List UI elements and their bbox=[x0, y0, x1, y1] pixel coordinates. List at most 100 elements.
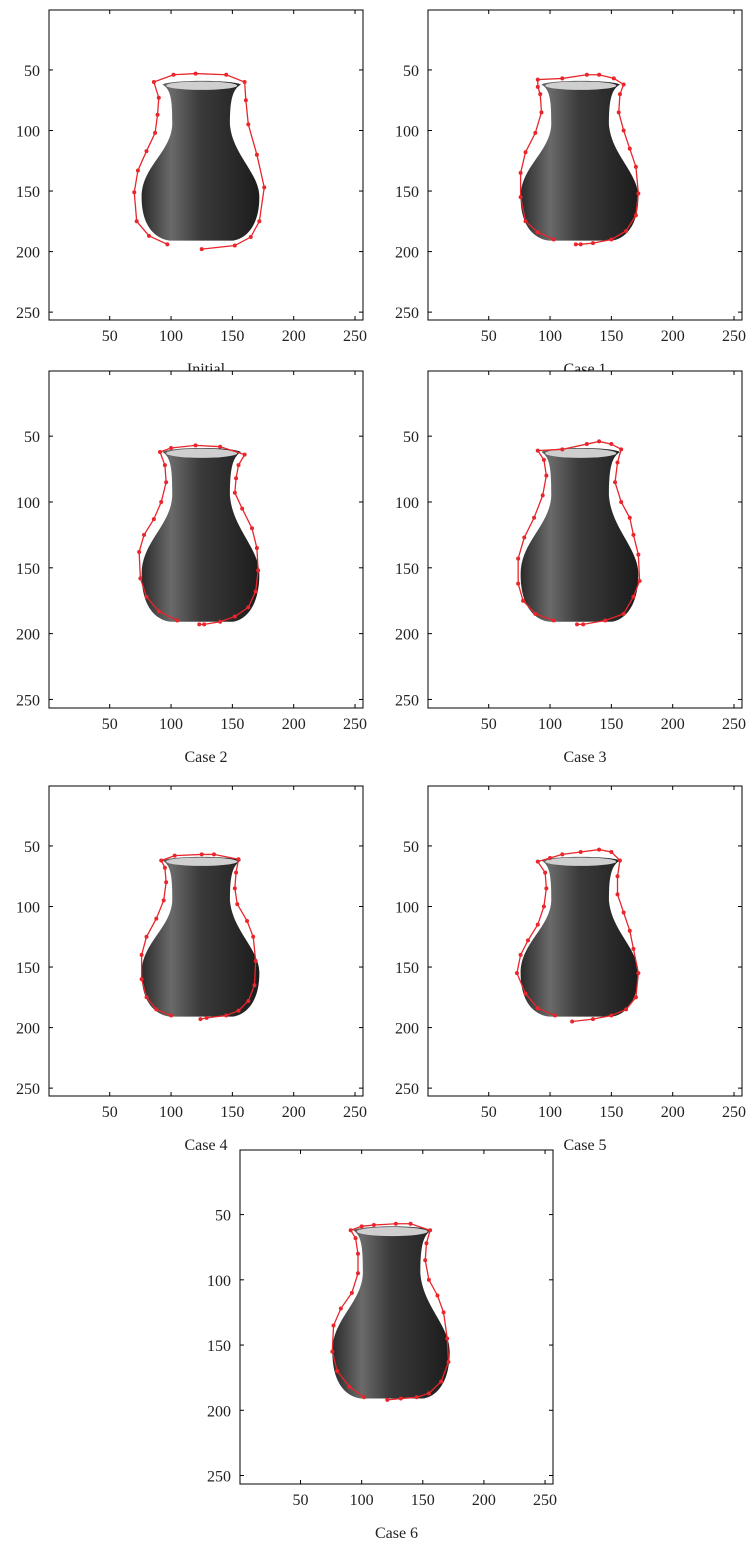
y-tick-label: 200 bbox=[395, 1021, 419, 1038]
y-tick-label: 250 bbox=[16, 692, 40, 709]
contour-point bbox=[202, 622, 207, 627]
vase-image bbox=[141, 448, 260, 622]
contour-point bbox=[543, 870, 548, 875]
contour-point bbox=[144, 149, 149, 154]
contour-point bbox=[426, 1277, 431, 1282]
contour-point bbox=[617, 858, 622, 863]
contour-point bbox=[446, 1360, 451, 1365]
contour-point bbox=[581, 622, 586, 627]
x-tick-label: 200 bbox=[282, 716, 306, 733]
contour-point bbox=[161, 898, 166, 903]
contour-point bbox=[171, 72, 176, 77]
vase-mouth bbox=[166, 448, 238, 458]
contour-point bbox=[135, 168, 140, 173]
panel: 50 100 150 200 250 50 100 150 200 250 Case 4 bbox=[16, 785, 367, 1154]
contour-point bbox=[144, 594, 149, 599]
vase-body bbox=[141, 448, 260, 622]
vase-body bbox=[520, 856, 639, 1017]
contour-point bbox=[137, 550, 142, 555]
panel-caption: Case 5 bbox=[563, 1137, 606, 1154]
contour-point bbox=[132, 190, 137, 195]
x-tick-label: 250 bbox=[722, 1104, 746, 1121]
contour-point bbox=[575, 622, 580, 627]
contour-point bbox=[256, 568, 261, 573]
x-tick-label: 200 bbox=[282, 1104, 306, 1121]
panel: 50 100 150 200 250 50 100 150 200 250 Case 5 bbox=[395, 785, 746, 1154]
y-tick-label: 50 bbox=[24, 63, 40, 80]
contour-line bbox=[517, 440, 641, 626]
contour-point bbox=[349, 1290, 354, 1295]
y-tick-label: 100 bbox=[16, 495, 40, 512]
contour-point bbox=[246, 998, 251, 1003]
contour-point bbox=[521, 598, 526, 603]
contour-point bbox=[158, 449, 163, 454]
x-tick-label: 150 bbox=[220, 716, 244, 733]
contour-point bbox=[139, 952, 144, 957]
contour-point bbox=[234, 870, 239, 875]
contour-point bbox=[439, 1379, 444, 1384]
contour-point bbox=[541, 457, 546, 462]
contour-point bbox=[533, 611, 538, 616]
contour-point bbox=[560, 76, 565, 81]
contour-point bbox=[621, 611, 626, 616]
x-tick-label: 250 bbox=[343, 328, 367, 345]
contour-point bbox=[624, 1007, 629, 1012]
contour-point bbox=[597, 439, 602, 444]
contour-point bbox=[199, 247, 204, 252]
y-tick-label: 50 bbox=[403, 839, 419, 856]
x-tick-label: 200 bbox=[472, 1492, 496, 1509]
contour-point bbox=[218, 619, 223, 624]
contour-point bbox=[560, 852, 565, 857]
contour-point bbox=[242, 80, 247, 85]
y-tick-label: 50 bbox=[24, 429, 40, 446]
x-tick-label: 50 bbox=[102, 1104, 118, 1121]
x-tick-label: 200 bbox=[661, 1104, 685, 1121]
x-tick-label: 50 bbox=[481, 328, 497, 345]
contour-point bbox=[355, 1251, 360, 1256]
vase-mouth bbox=[545, 857, 617, 866]
contour-point bbox=[348, 1228, 353, 1233]
vase-body bbox=[520, 80, 639, 241]
contour-point bbox=[162, 865, 167, 870]
contour-point bbox=[211, 852, 216, 857]
contour-point bbox=[236, 1008, 241, 1013]
y-tick-label: 100 bbox=[16, 899, 40, 916]
vase-image bbox=[520, 856, 639, 1017]
contour-point bbox=[164, 880, 169, 885]
y-tick-label: 150 bbox=[16, 960, 40, 977]
y-tick-label: 150 bbox=[16, 561, 40, 578]
x-tick-label: 50 bbox=[102, 328, 118, 345]
panel-caption: Case 6 bbox=[375, 1525, 418, 1542]
vase-mouth bbox=[166, 857, 238, 866]
y-tick-label: 50 bbox=[24, 839, 40, 856]
contour-point bbox=[164, 480, 169, 485]
contour-point bbox=[636, 971, 641, 976]
contour-line bbox=[516, 848, 640, 1023]
y-tick-label: 150 bbox=[395, 184, 419, 201]
contour-line bbox=[519, 74, 640, 245]
contour-point bbox=[236, 857, 241, 862]
contour-point bbox=[252, 983, 257, 988]
contour-point bbox=[353, 1236, 358, 1241]
contour-point bbox=[518, 170, 523, 175]
contour-point bbox=[424, 1241, 429, 1246]
x-tick-label: 100 bbox=[538, 1104, 562, 1121]
contour-point bbox=[151, 80, 156, 85]
contour-point bbox=[197, 622, 202, 627]
x-tick-label: 100 bbox=[159, 716, 183, 733]
contour-point bbox=[611, 76, 616, 81]
contour-point bbox=[532, 515, 537, 520]
contour-point bbox=[633, 164, 638, 169]
contour-point bbox=[236, 463, 241, 468]
x-tick-label: 150 bbox=[599, 328, 623, 345]
x-tick-label: 250 bbox=[722, 716, 746, 733]
contour-point bbox=[193, 71, 198, 76]
contour-point bbox=[535, 859, 540, 864]
contour-point bbox=[246, 122, 251, 127]
y-tick-label: 250 bbox=[395, 692, 419, 709]
vase-mouth bbox=[356, 1226, 428, 1237]
contour-point bbox=[257, 219, 262, 224]
contour-point bbox=[538, 92, 543, 97]
x-tick-label: 250 bbox=[722, 328, 746, 345]
contour-point bbox=[355, 1271, 360, 1276]
